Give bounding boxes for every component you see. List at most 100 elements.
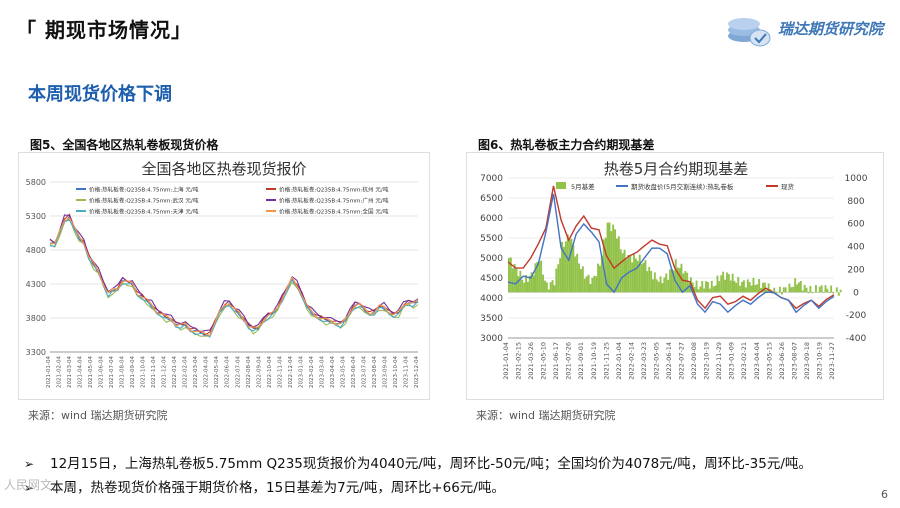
x-tick-label: 2023-02-21 bbox=[740, 342, 748, 380]
basis-bar bbox=[792, 286, 795, 293]
figure5-caption: 图5、全国各地区热轧卷板现货价格 bbox=[30, 138, 219, 152]
x-tick-label: 2021-09-04 bbox=[130, 356, 136, 388]
basis-bar bbox=[737, 277, 740, 293]
y-right-tick-label: 1000 bbox=[845, 174, 868, 184]
basis-bar bbox=[530, 272, 533, 293]
y-tick-label: 4800 bbox=[26, 246, 46, 255]
x-tick-label: 2022-01-04 bbox=[172, 356, 178, 388]
basis-bar bbox=[561, 242, 563, 293]
basis-bar bbox=[697, 289, 700, 293]
basis-bar bbox=[600, 255, 603, 293]
basis-bar bbox=[527, 281, 529, 293]
x-tick-label: 2021-04-04 bbox=[78, 356, 84, 388]
series-line bbox=[49, 219, 419, 338]
x-tick-label: 2023-04-04 bbox=[330, 356, 336, 388]
basis-bar bbox=[623, 249, 626, 293]
basis-bar bbox=[805, 287, 808, 293]
basis-bar bbox=[515, 268, 518, 293]
x-tick-label: 2021-06-04 bbox=[99, 356, 105, 388]
basis-bar bbox=[701, 281, 704, 293]
x-tick-label: 2022-02-04 bbox=[183, 356, 189, 388]
x-tick-label: 2021-02-15 bbox=[515, 342, 523, 380]
basis-bar bbox=[534, 263, 537, 293]
futures-line bbox=[507, 193, 835, 314]
basis-bar bbox=[788, 283, 791, 293]
basis-bar bbox=[555, 268, 558, 293]
basis-bar bbox=[726, 272, 728, 293]
basis-bar bbox=[509, 257, 512, 293]
basis-bar bbox=[708, 288, 711, 293]
x-tick-label: 2021-06-17 bbox=[552, 342, 560, 380]
basis-bar bbox=[657, 281, 660, 293]
summary-bullets: ➢ 12月15日，上海热轧卷板5.75mm Q235现货报价为4040元/吨，周环… bbox=[24, 452, 812, 500]
basis-bar bbox=[822, 292, 825, 293]
basis-bar bbox=[663, 277, 666, 293]
x-tick-label: 2021-07-26 bbox=[565, 342, 573, 380]
basis-bar bbox=[794, 278, 797, 293]
x-tick-label: 2021-09-01 bbox=[577, 342, 585, 380]
basis-bar bbox=[767, 283, 770, 293]
basis-bar bbox=[760, 287, 762, 293]
basis-bar bbox=[636, 260, 639, 293]
x-tick-label: 2021-03-26 bbox=[527, 342, 535, 380]
x-tick-label: 2023-12-04 bbox=[414, 356, 420, 388]
page-title: 「 期现市场情况」 bbox=[16, 18, 192, 42]
legend-label: 5月基差 bbox=[571, 182, 595, 191]
y-tick-label: 5300 bbox=[26, 212, 46, 221]
basis-bar bbox=[807, 292, 810, 294]
x-tick-label: 2022-02-14 bbox=[627, 342, 635, 380]
x-tick-label: 2023-03-04 bbox=[319, 356, 325, 388]
basis-bar bbox=[566, 234, 569, 293]
basis-bar bbox=[733, 281, 736, 293]
x-tick-label: 2021-01-04 bbox=[46, 356, 52, 388]
basis-bar bbox=[635, 258, 637, 293]
y-left-tick-label: 3500 bbox=[480, 314, 503, 324]
basis-bar bbox=[782, 287, 785, 293]
brand-logo: 瑞达期货研究院 bbox=[722, 8, 892, 48]
basis-bar bbox=[712, 286, 715, 293]
basis-bar bbox=[801, 290, 804, 293]
basis-bar bbox=[559, 258, 562, 293]
basis-bar bbox=[667, 279, 670, 293]
x-tick-label: 2022-04-04 bbox=[204, 356, 210, 388]
y-left-tick-label: 5500 bbox=[480, 234, 503, 244]
basis-bar bbox=[809, 285, 812, 293]
x-tick-label: 2022-12-04 bbox=[288, 356, 294, 388]
basis-bar bbox=[653, 272, 656, 293]
basis-bar bbox=[511, 268, 514, 293]
figure6-caption: 图6、热轧卷板主力合约期现基差 bbox=[478, 138, 655, 152]
basis-bar bbox=[818, 286, 821, 293]
basis-bar bbox=[614, 229, 616, 293]
arrow-bullet-icon: ➢ bbox=[24, 481, 35, 495]
basis-bar bbox=[718, 281, 721, 293]
x-tick-label: 2021-10-04 bbox=[141, 356, 147, 388]
x-tick-label: 2021-10-19 bbox=[590, 342, 598, 380]
figure5-source: 来源：wind 瑞达期货研究院 bbox=[28, 409, 168, 422]
basis-bar bbox=[553, 285, 556, 293]
y-left-tick-label: 6500 bbox=[480, 194, 503, 204]
basis-bar bbox=[610, 231, 613, 293]
basis-bar bbox=[731, 273, 734, 293]
legend-label: 现货 bbox=[781, 182, 795, 191]
x-tick-label: 2023-06-04 bbox=[351, 356, 357, 388]
basis-bar bbox=[799, 281, 802, 293]
basis-bar bbox=[583, 278, 586, 293]
basis-bar bbox=[528, 275, 531, 293]
x-tick-label: 2023-09-04 bbox=[382, 356, 388, 388]
x-tick-label: 2023-11-04 bbox=[403, 356, 409, 388]
basis-bar bbox=[671, 268, 673, 293]
basis-bar bbox=[646, 271, 649, 293]
basis-bar bbox=[703, 288, 706, 293]
series-line bbox=[49, 217, 419, 337]
y-left-tick-label: 5000 bbox=[480, 254, 503, 264]
basis-bar bbox=[746, 279, 749, 293]
basis-bar bbox=[642, 262, 645, 293]
y-right-tick-label: 0 bbox=[853, 288, 859, 298]
basis-bar bbox=[777, 291, 779, 293]
x-tick-label: 2023-04-04 bbox=[753, 342, 761, 380]
basis-bar bbox=[720, 275, 723, 293]
bullet-item: ➢ 本周，热卷现货价格强于期货价格，15日基差为7元/吨，周环比+66元/吨。 bbox=[24, 476, 812, 500]
basis-bar bbox=[779, 286, 781, 293]
basis-bar bbox=[521, 279, 524, 293]
basis-bar bbox=[762, 282, 764, 293]
